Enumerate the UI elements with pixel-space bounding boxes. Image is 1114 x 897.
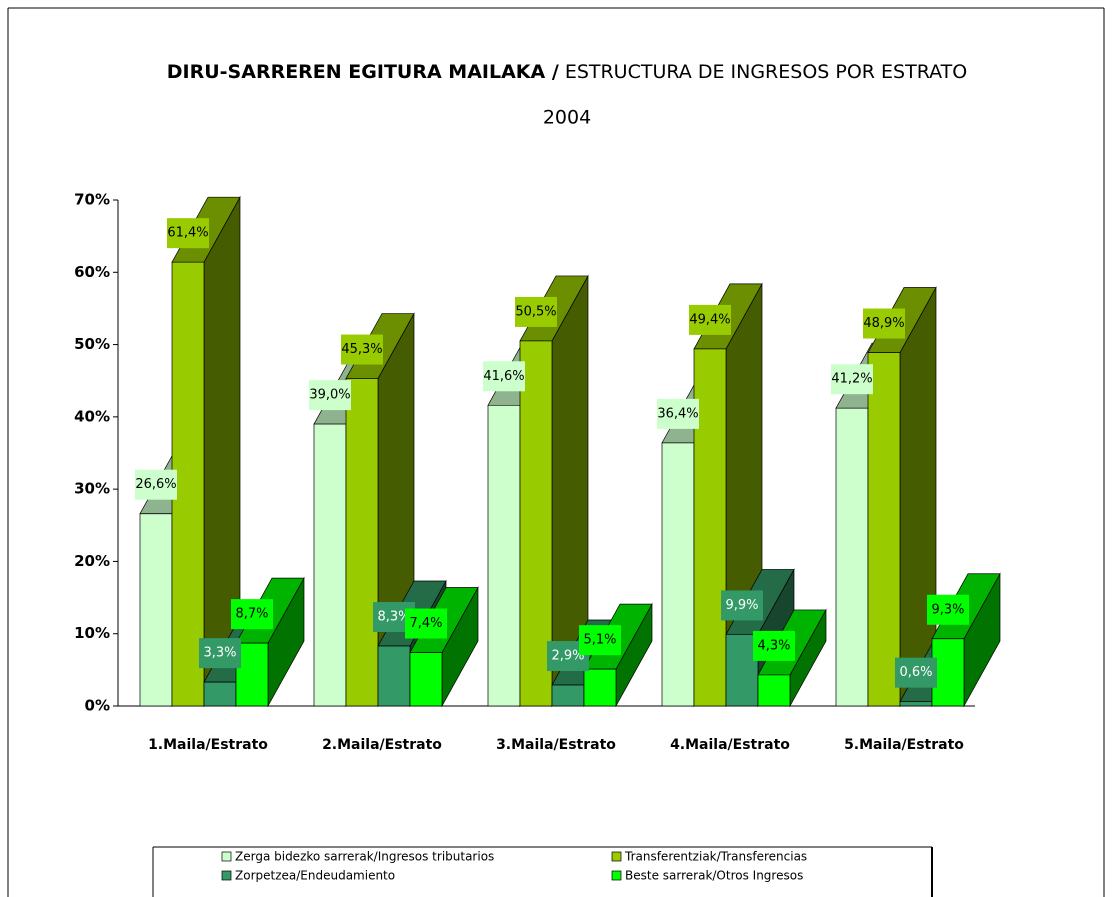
value-label-box — [199, 638, 241, 669]
chart-subtitle: 2004 — [543, 107, 591, 129]
legend-swatch — [611, 870, 622, 881]
bar-front — [409, 652, 443, 707]
y-tick-label: 60% — [74, 263, 110, 281]
value-label-box — [341, 334, 383, 365]
x-tick-label: 1.Maila/Estrato — [148, 737, 268, 753]
value-label: 4,3% — [757, 638, 790, 653]
title-bold: DIRU-SARREREN EGITURA MAILAKA / — [167, 61, 559, 83]
bar-front — [661, 442, 695, 707]
bar-front — [899, 701, 933, 707]
value-label: 45,3% — [341, 342, 382, 357]
bar-front — [519, 340, 553, 707]
value-label-box — [135, 469, 177, 500]
bar-front — [693, 348, 727, 707]
legend-label: Transferentziak/Transferencias — [624, 850, 807, 864]
value-label: 2,9% — [551, 649, 584, 664]
y-tick-label: 0% — [85, 697, 110, 715]
value-label: 8,7% — [235, 607, 268, 622]
value-label: 7,4% — [409, 616, 442, 631]
value-label-box — [753, 630, 795, 661]
bar — [867, 286, 937, 708]
value-label-box — [405, 608, 447, 639]
bar-front — [313, 423, 347, 707]
chart-title: DIRU-SARREREN EGITURA MAILAKA / ESTRUCTU… — [167, 61, 967, 83]
y-tick-label: 30% — [74, 480, 110, 498]
bar-side — [899, 286, 937, 708]
bar-front — [203, 681, 237, 707]
value-label: 39,0% — [309, 388, 350, 403]
bar-front — [867, 352, 901, 707]
value-label-box — [927, 594, 969, 625]
legend-label: Zerga bidezko sarrerak/Ingresos tributar… — [235, 850, 494, 864]
bar — [171, 195, 241, 708]
bar-front — [551, 684, 585, 707]
value-label: 8,3% — [377, 610, 410, 625]
value-label: 48,9% — [863, 316, 904, 331]
value-label-box — [689, 304, 731, 335]
value-label-box — [831, 364, 873, 395]
y-tick-label: 10% — [74, 624, 110, 642]
legend-swatch — [611, 851, 622, 862]
value-label: 41,2% — [831, 372, 872, 387]
bar — [235, 576, 305, 708]
bar-front — [583, 668, 617, 707]
y-tick-label: 70% — [74, 191, 110, 209]
bar-front — [139, 513, 173, 707]
value-label-box — [483, 361, 525, 392]
x-tick-label: 3.Maila/Estrato — [496, 737, 616, 753]
legend-label: Zorpetzea/Endeudamiento — [235, 869, 395, 883]
bar-front — [345, 378, 379, 707]
value-label: 26,6% — [135, 477, 176, 492]
x-tick-label: 5.Maila/Estrato — [844, 737, 964, 753]
value-label-box — [167, 218, 209, 249]
x-tick-label: 2.Maila/Estrato — [322, 737, 442, 753]
value-label: 50,5% — [515, 304, 556, 319]
x-tick-label: 4.Maila/Estrato — [670, 737, 790, 753]
value-label: 9,9% — [725, 598, 758, 613]
value-label: 49,4% — [689, 312, 730, 327]
value-label: 36,4% — [657, 406, 698, 421]
value-label: 5,1% — [583, 633, 616, 648]
bar-front — [835, 407, 869, 707]
bar-front — [171, 261, 205, 707]
value-label-box — [895, 657, 937, 688]
bar-front — [757, 674, 791, 707]
value-label: 9,3% — [931, 602, 964, 617]
legend-swatch — [221, 870, 232, 881]
bar — [931, 572, 1001, 708]
value-label-box — [231, 599, 273, 630]
value-label-box — [657, 398, 699, 429]
value-label: 3,3% — [203, 646, 236, 661]
value-label-box — [863, 308, 905, 339]
legend-label: Beste sarrerak/Otros Ingresos — [625, 869, 803, 883]
y-tick-label: 40% — [74, 407, 110, 425]
value-label: 61,4% — [167, 226, 208, 241]
bar-front — [487, 404, 521, 707]
value-label: 41,6% — [483, 369, 524, 384]
y-tick-label: 50% — [74, 335, 110, 353]
y-tick-label: 20% — [74, 552, 110, 570]
value-label: 0,6% — [899, 665, 932, 680]
legend-swatch — [221, 851, 232, 862]
bar-front — [377, 645, 411, 707]
value-label-box — [579, 625, 621, 656]
value-label-box — [515, 296, 557, 327]
value-label-box — [309, 380, 351, 411]
title-normal: ESTRUCTURA DE INGRESOS POR ESTRATO — [565, 61, 967, 83]
value-label-box — [721, 590, 763, 621]
